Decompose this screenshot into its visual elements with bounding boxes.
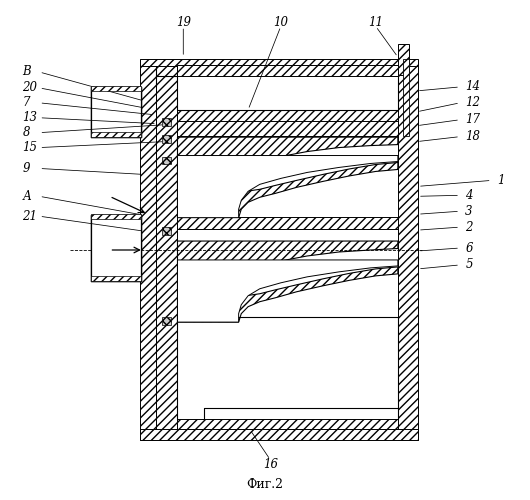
Text: 3: 3: [465, 204, 473, 218]
Text: 20: 20: [22, 82, 38, 94]
Bar: [139, 58, 418, 66]
Text: 14: 14: [465, 80, 480, 94]
Text: 6: 6: [465, 242, 473, 254]
Bar: [178, 216, 398, 229]
Bar: [156, 60, 178, 440]
Bar: [91, 276, 141, 281]
Polygon shape: [178, 260, 398, 322]
Text: 18: 18: [465, 130, 480, 143]
Bar: [91, 86, 141, 91]
Bar: [178, 65, 398, 76]
Bar: [91, 214, 141, 219]
Text: 13: 13: [22, 111, 38, 124]
Text: А: А: [22, 190, 31, 203]
Text: 5: 5: [465, 258, 473, 272]
Polygon shape: [178, 267, 398, 322]
Bar: [178, 110, 398, 122]
Text: 16: 16: [263, 458, 278, 471]
Bar: [162, 316, 171, 324]
Bar: [403, 58, 410, 136]
Polygon shape: [178, 137, 398, 190]
Bar: [162, 135, 171, 143]
Text: 17: 17: [465, 113, 480, 126]
Text: 15: 15: [22, 141, 38, 154]
Text: 1: 1: [497, 174, 505, 187]
Text: 19: 19: [176, 16, 191, 29]
Text: 12: 12: [465, 96, 480, 110]
Text: 7: 7: [22, 96, 30, 110]
Bar: [139, 60, 156, 440]
Polygon shape: [178, 241, 398, 294]
Bar: [91, 132, 141, 136]
Bar: [139, 429, 418, 440]
Bar: [162, 118, 171, 126]
Bar: [398, 60, 418, 440]
Bar: [398, 44, 410, 75]
Bar: [178, 120, 398, 136]
Text: 11: 11: [368, 16, 383, 29]
Text: 2: 2: [465, 220, 473, 234]
Text: 21: 21: [22, 210, 38, 222]
Bar: [162, 227, 171, 235]
Bar: [162, 156, 171, 164]
Polygon shape: [91, 87, 141, 136]
Text: 4: 4: [465, 189, 473, 202]
Text: 8: 8: [22, 126, 30, 139]
Text: 10: 10: [273, 16, 288, 29]
Polygon shape: [91, 215, 141, 281]
Polygon shape: [178, 162, 398, 218]
Text: В: В: [22, 66, 31, 78]
Text: 9: 9: [22, 162, 30, 175]
Text: Фиг.2: Фиг.2: [246, 478, 284, 491]
Polygon shape: [178, 156, 398, 218]
Bar: [178, 419, 398, 429]
